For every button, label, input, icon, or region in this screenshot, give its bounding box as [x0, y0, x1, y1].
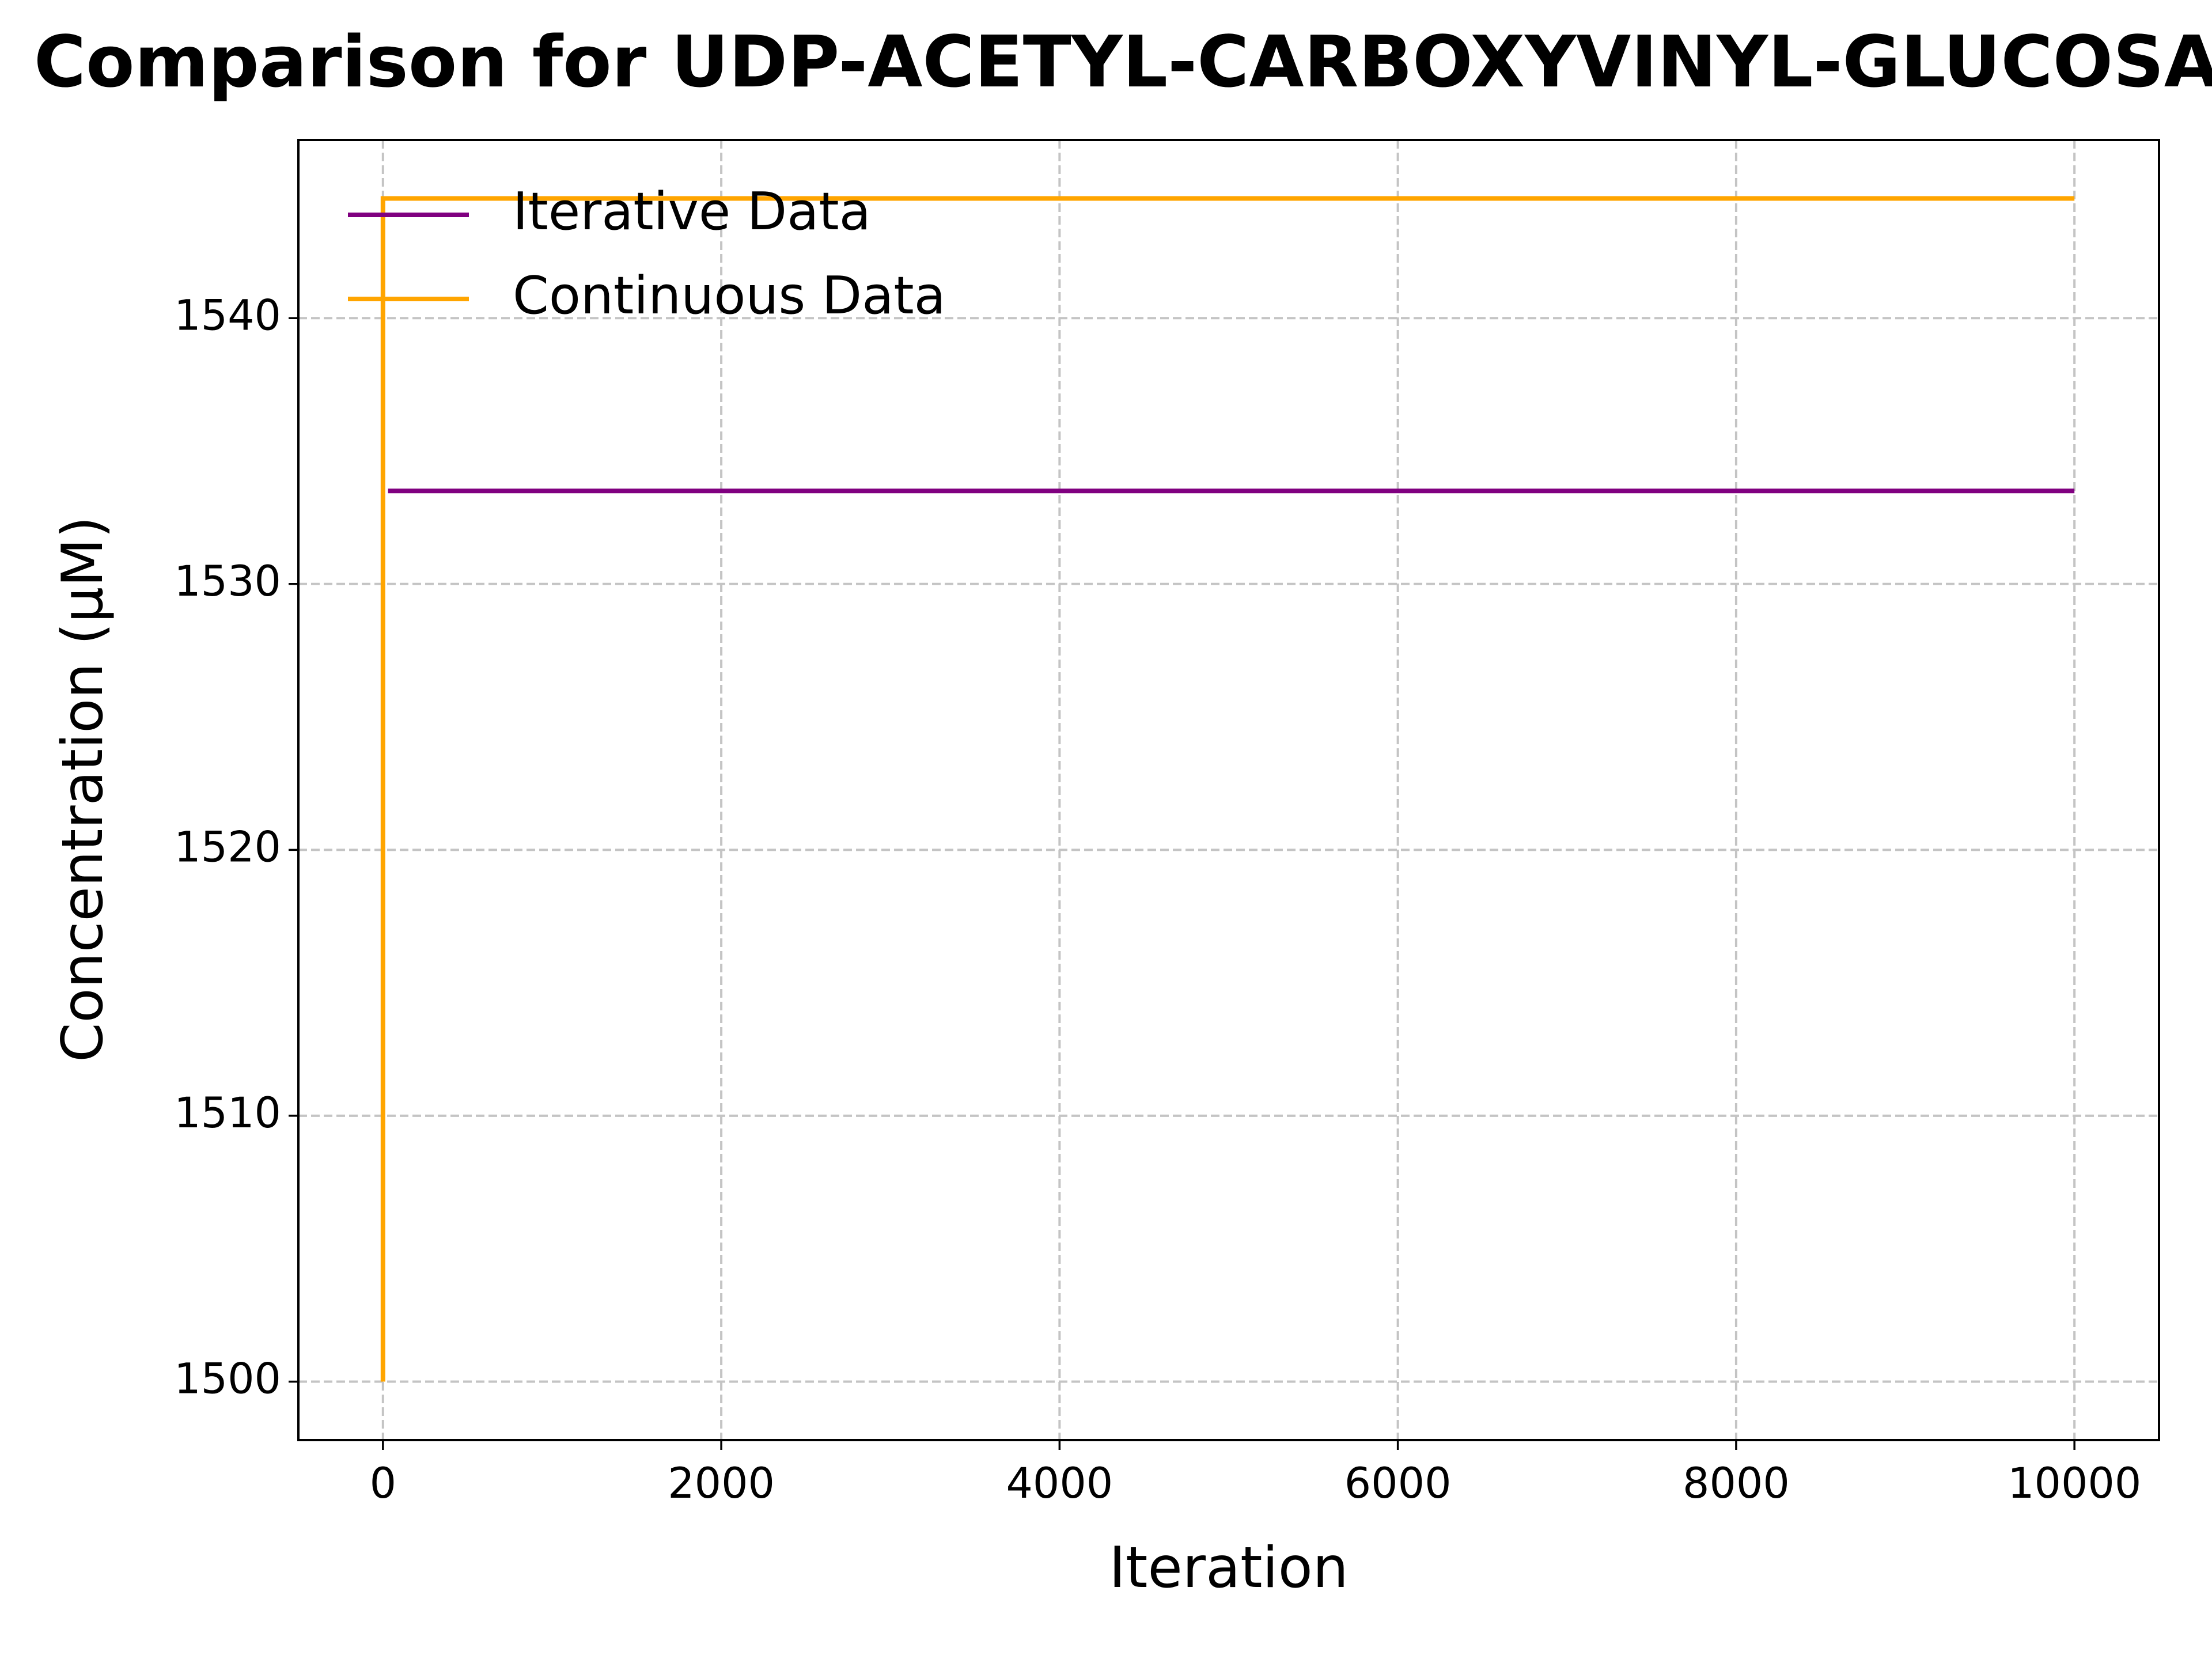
axis-ticks: 0 2000 4000 6000 8000 10000 1500 1510 1520 1530 15… — [174, 291, 2141, 1508]
y-axis-label: Concentration (μM) — [50, 516, 116, 1062]
legend-label-continuous: Continuous Data — [513, 266, 946, 326]
x-tick-label: 2000 — [668, 1459, 775, 1508]
chart-title: Comparison for UDP-ACETYL-CARBOXYVINYL-G… — [34, 21, 2212, 104]
y-tick-label: 1500 — [174, 1354, 281, 1403]
grid — [298, 140, 2159, 1440]
legend: Iterative Data Continuous Data — [348, 181, 946, 326]
x-tick-label: 6000 — [1344, 1459, 1452, 1508]
series-lines — [380, 196, 2075, 1382]
x-tick-label: 0 — [370, 1459, 396, 1508]
y-tick-label: 1540 — [174, 291, 281, 340]
x-axis-label: Iteration — [1109, 1535, 1349, 1601]
y-tick-label: 1530 — [174, 557, 281, 606]
legend-label-iterative: Iterative Data — [513, 181, 871, 242]
series-line-continuous-data — [380, 196, 2075, 1382]
y-tick-label: 1510 — [174, 1089, 281, 1138]
x-tick-label: 4000 — [1006, 1459, 1113, 1508]
x-tick-label: 8000 — [1683, 1459, 1790, 1508]
y-tick-label: 1520 — [174, 823, 281, 872]
x-tick-label: 10000 — [2008, 1459, 2141, 1508]
plot-frame — [297, 139, 2160, 1441]
